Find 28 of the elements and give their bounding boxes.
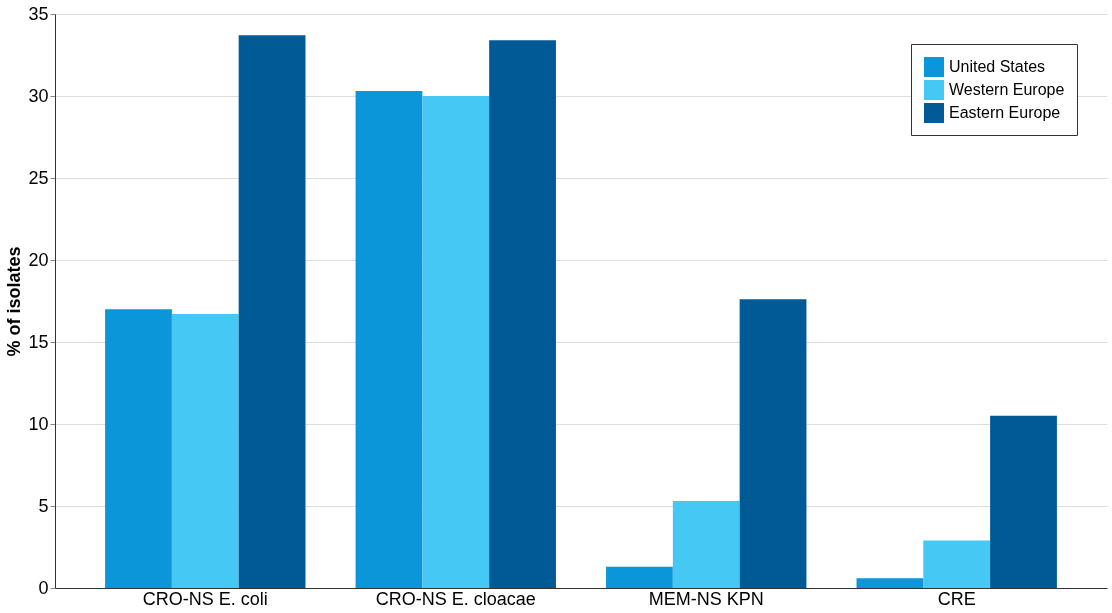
y-tick-label: 10 xyxy=(28,413,49,434)
x-tick-label: MEM-NS KPN xyxy=(648,588,764,609)
bar xyxy=(672,501,740,588)
legend-label: Western Europe xyxy=(949,81,1065,98)
x-tick-label: CRE xyxy=(937,588,976,609)
bar xyxy=(990,415,1057,588)
y-tick-label: 20 xyxy=(28,249,49,270)
bar xyxy=(171,314,239,588)
x-tick-label: CRO-NS E. coli xyxy=(142,588,268,609)
y-axis-title: % of isolates xyxy=(4,246,25,357)
y-tick-label: 5 xyxy=(38,495,49,516)
bar xyxy=(489,40,556,588)
y-tick-label: 0 xyxy=(38,577,49,598)
bar xyxy=(422,96,490,588)
bar xyxy=(739,299,807,588)
bar xyxy=(923,540,991,588)
x-tick-label: CRO-NS E. cloacae xyxy=(375,588,536,609)
bar xyxy=(856,578,924,588)
legend-label: Eastern Europe xyxy=(949,104,1061,121)
bar xyxy=(105,309,172,588)
bar xyxy=(238,35,306,588)
y-tick-label: 15 xyxy=(28,331,49,352)
bar xyxy=(355,91,423,588)
legend-label: United States xyxy=(949,58,1046,75)
y-tick-label: 25 xyxy=(28,167,49,188)
y-tick-label: 35 xyxy=(28,3,49,24)
y-tick-label: 30 xyxy=(28,85,49,106)
bar xyxy=(606,566,673,588)
